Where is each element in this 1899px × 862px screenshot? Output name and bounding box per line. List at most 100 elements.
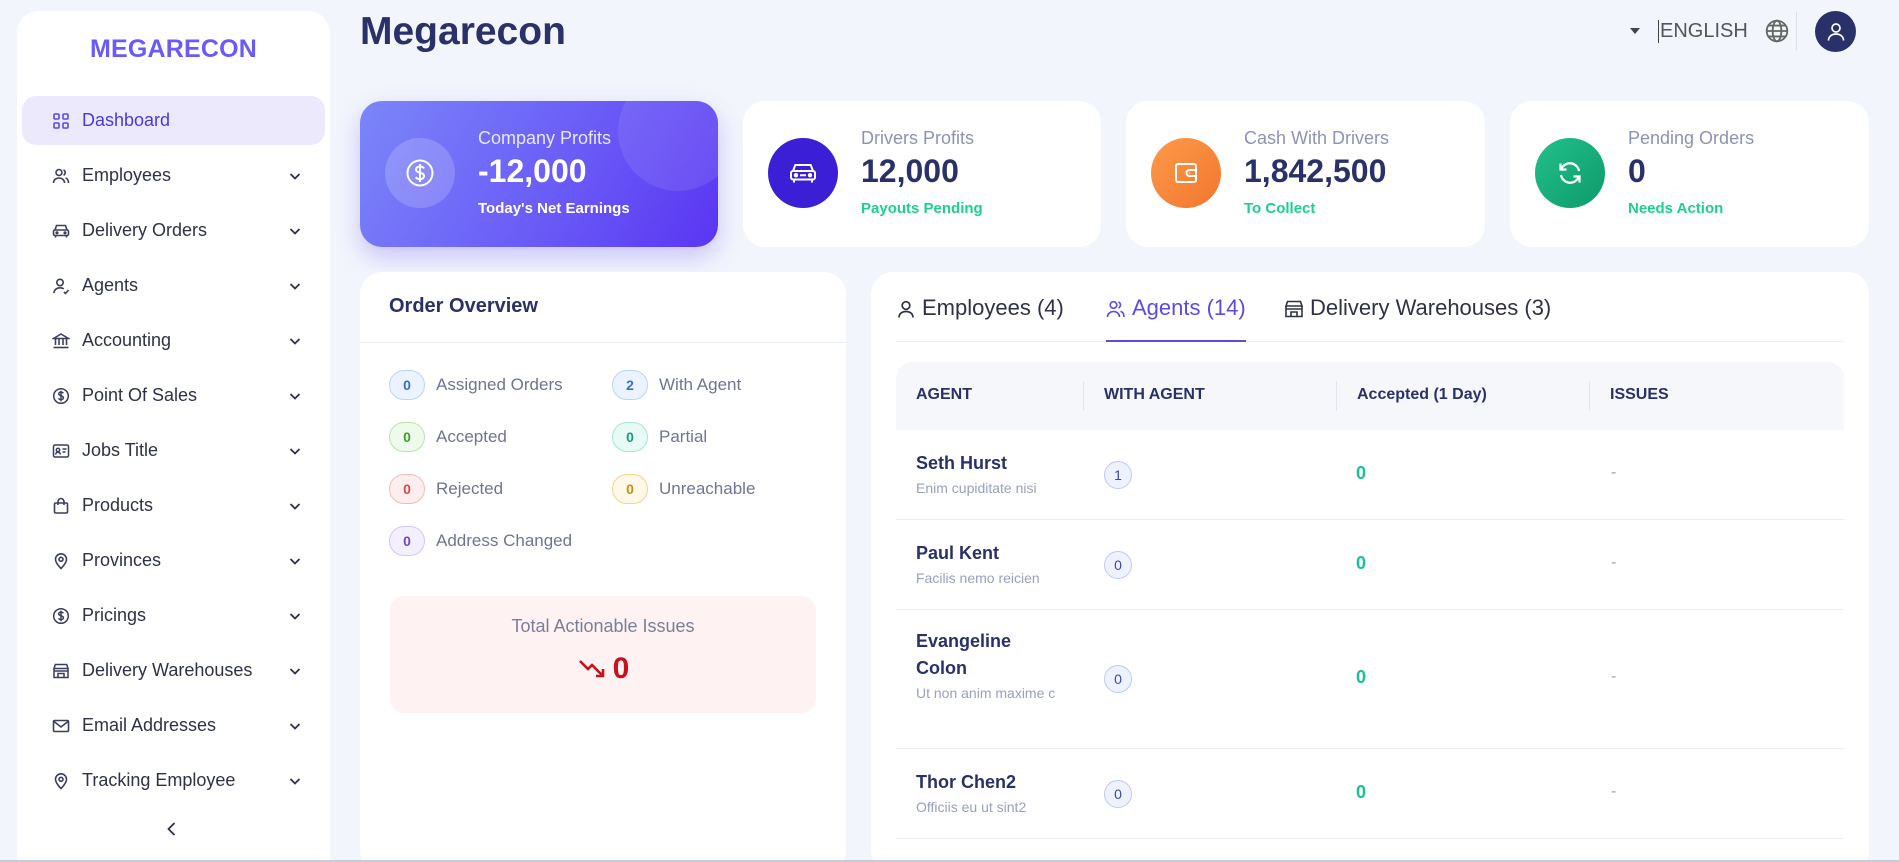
language-label: ENGLISH xyxy=(1658,19,1748,43)
collapse-sidebar-icon[interactable] xyxy=(162,819,182,839)
table-row[interactable]: Evangeline Colon Ut non anim maxime c 0 … xyxy=(896,610,1844,749)
agent-subtitle: Enim cupiditate nisi xyxy=(916,480,1037,496)
sidebar-item-label: Pricings xyxy=(82,605,147,625)
stat-icon-wrapper xyxy=(768,138,838,208)
agent-subtitle: Officiis eu ut sint2 xyxy=(916,799,1027,815)
with-agent-count: 0 xyxy=(1104,780,1132,808)
sidebar-item-label: Jobs Title xyxy=(82,440,159,460)
sidebar-item-employees[interactable]: Employees xyxy=(22,151,325,200)
tab-label: Agents (14) xyxy=(1132,295,1246,320)
caret-down-icon xyxy=(1630,28,1640,34)
column-divider xyxy=(1083,381,1084,411)
overview-item-accepted[interactable]: 0 Accepted xyxy=(389,422,507,452)
users-icon xyxy=(52,167,70,185)
count-badge: 0 xyxy=(389,526,425,556)
stat-title: Pending Orders xyxy=(1628,128,1755,148)
chevron-down-icon xyxy=(289,612,301,620)
language-selector[interactable]: ENGLISH xyxy=(1630,18,1790,44)
stat-title: Company Profits xyxy=(478,128,612,148)
chevron-down-icon xyxy=(289,282,301,290)
table-header: AGENT WITH AGENT Accepted (1 Day) ISSUES xyxy=(896,362,1844,430)
page-title: Megarecon xyxy=(360,10,566,53)
sidebar-item-provinces[interactable]: Provinces xyxy=(22,536,325,585)
user-icon xyxy=(898,300,914,318)
overview-item-label: Assigned Orders xyxy=(436,375,563,394)
sidebar-item-delivery-orders[interactable]: Delivery Orders xyxy=(22,206,325,255)
chevron-down-icon xyxy=(289,667,301,675)
sidebar: MEGARECON Dashboard Employees Delivery O… xyxy=(17,11,330,862)
stat-card-cash-with-drivers[interactable]: Cash With Drivers 1,842,500 To Collect xyxy=(1126,101,1485,247)
issues-value: - xyxy=(1611,668,1617,685)
user-icon xyxy=(1827,22,1844,41)
order-overview-card: Order Overview 0 Assigned Orders 2 With … xyxy=(360,272,846,862)
sidebar-item-point-of-sales[interactable]: Point Of Sales xyxy=(22,371,325,420)
sidebar-item-email-addresses[interactable]: Email Addresses xyxy=(22,701,325,750)
issues-value: - xyxy=(1611,464,1617,481)
sidebar-item-delivery-warehouses[interactable]: Delivery Warehouses xyxy=(22,646,325,695)
stat-subtitle: Payouts Pending xyxy=(861,200,983,217)
sidebar-item-agents[interactable]: Agents xyxy=(22,261,325,310)
sidebar-item-label: Agents xyxy=(82,275,139,295)
tab-agents[interactable]: Agents (14) xyxy=(1106,292,1246,342)
sidebar-item-pricings[interactable]: Pricings xyxy=(22,591,325,640)
chevron-down-icon xyxy=(289,557,301,565)
table-row[interactable]: Seth Hurst Enim cupiditate nisi 1 0 - xyxy=(896,430,1844,520)
wallet-icon xyxy=(1175,163,1197,183)
column-header-issues[interactable]: ISSUES xyxy=(1610,386,1669,403)
brand-logo[interactable]: MEGARECON xyxy=(89,35,258,63)
tab-delivery-warehouses[interactable]: Delivery Warehouses (3) xyxy=(1284,292,1551,342)
sidebar-item-label: Products xyxy=(82,495,154,515)
overview-item-unreachable[interactable]: 0 Unreachable xyxy=(612,474,755,504)
sidebar-item-accounting[interactable]: Accounting xyxy=(22,316,325,365)
stat-card-company-profits[interactable]: Company Profits -12,000 Today's Net Earn… xyxy=(360,101,718,247)
overview-item-with-agent[interactable]: 2 With Agent xyxy=(612,370,741,400)
agent-name[interactable]: Seth Hurst xyxy=(916,453,1008,473)
stat-subtitle: Today's Net Earnings xyxy=(478,200,630,217)
dollar-icon xyxy=(52,607,70,625)
sidebar-item-tracking-employee[interactable]: Tracking Employee xyxy=(22,756,325,805)
stat-card-pending-orders[interactable]: Pending Orders 0 Needs Action xyxy=(1510,101,1869,247)
table-row[interactable]: Thor Chen2 Officiis eu ut sint2 0 0 - xyxy=(896,749,1844,839)
table-row[interactable]: Paul Kent Facilis nemo reicien 0 0 - xyxy=(896,520,1844,610)
sidebar-item-jobs-title[interactable]: Jobs Title xyxy=(22,426,325,475)
chevron-down-icon xyxy=(289,777,301,785)
column-divider xyxy=(1589,381,1590,411)
agent-name[interactable]: Thor Chen2 xyxy=(916,772,1017,792)
overview-item-assigned-orders[interactable]: 0 Assigned Orders xyxy=(389,370,563,400)
overview-item-label: Partial xyxy=(659,427,708,446)
tab-employees[interactable]: Employees (4) xyxy=(896,292,1064,342)
sidebar-item-dashboard[interactable]: Dashboard xyxy=(22,96,325,145)
stat-title: Cash With Drivers xyxy=(1244,128,1390,148)
mail-icon xyxy=(52,717,70,735)
agent-cell: Paul Kent Facilis nemo reicien xyxy=(916,540,1076,589)
column-header-with-agent[interactable]: WITH AGENT xyxy=(1104,386,1205,403)
stat-card-drivers-profits[interactable]: Drivers Profits 12,000 Payouts Pending xyxy=(743,101,1101,247)
window-bottom-border xyxy=(0,860,1899,862)
agent-name[interactable]: Evangeline Colon xyxy=(916,631,1012,678)
overview-item-rejected[interactable]: 0 Rejected xyxy=(389,474,503,504)
count-badge: 0 xyxy=(612,422,648,452)
agents-panel: Employees (4) Agents (14) Delivery Wareh… xyxy=(871,272,1869,862)
column-header-agent[interactable]: AGENT xyxy=(916,386,972,403)
sidebar-item-products[interactable]: Products xyxy=(22,481,325,530)
overview-item-address-changed[interactable]: 0 Address Changed xyxy=(389,526,572,556)
globe-icon xyxy=(1765,19,1789,43)
chevron-down-icon xyxy=(289,227,301,235)
column-divider xyxy=(1336,381,1337,411)
agent-name[interactable]: Paul Kent xyxy=(916,543,1000,563)
overview-item-partial[interactable]: 0 Partial xyxy=(612,422,707,452)
agent-cell: Evangeline Colon Ut non anim maxime c xyxy=(916,628,1066,704)
avatar[interactable] xyxy=(1815,11,1856,52)
divider xyxy=(360,342,846,343)
refresh-icon xyxy=(1559,162,1581,184)
sidebar-item-label: Accounting xyxy=(82,330,172,350)
column-header-accepted[interactable]: Accepted (1 Day) xyxy=(1357,386,1487,403)
agent-cell: Seth Hurst Enim cupiditate nisi xyxy=(916,450,1076,499)
id-card-icon xyxy=(52,442,70,460)
sidebar-item-label: Email Addresses xyxy=(82,715,217,735)
agent-subtitle: Facilis nemo reicien xyxy=(916,570,1040,586)
issues-value: 0 xyxy=(612,652,630,685)
chevron-down-icon xyxy=(289,447,301,455)
accepted-count: 0 xyxy=(1356,782,1367,802)
sidebar-item-label: Point Of Sales xyxy=(82,385,198,405)
